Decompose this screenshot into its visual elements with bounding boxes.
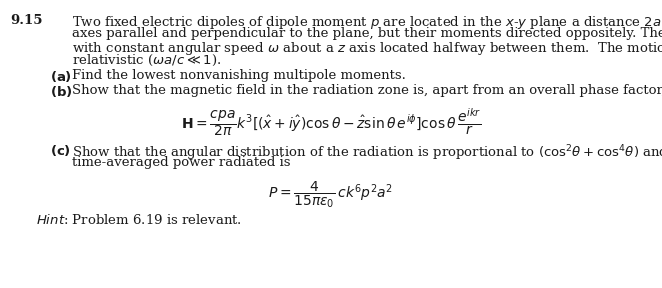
Text: $\mathbf{(a)}$: $\mathbf{(a)}$: [50, 69, 72, 84]
Text: $\mathbf{H} = \dfrac{cpa}{2\pi}k^3[(\hat{x}+i\hat{y})\cos\theta - \hat{z}\sin\th: $\mathbf{H} = \dfrac{cpa}{2\pi}k^3[(\hat…: [181, 107, 481, 139]
Text: axes parallel and perpendicular to the plane, but their moments directed opposit: axes parallel and perpendicular to the p…: [72, 27, 662, 40]
Text: 9.15: 9.15: [10, 14, 42, 27]
Text: time-averaged power radiated is: time-averaged power radiated is: [72, 156, 291, 169]
Text: Find the lowest nonvanishing multipole moments.: Find the lowest nonvanishing multipole m…: [72, 69, 406, 82]
Text: relativistic ($\omega a/c \ll 1$).: relativistic ($\omega a/c \ll 1$).: [72, 53, 221, 68]
Text: $P = \dfrac{4}{15\pi\epsilon_0}\,ck^6 p^2 a^2$: $P = \dfrac{4}{15\pi\epsilon_0}\,ck^6 p^…: [268, 179, 394, 210]
Text: Show that the angular distribution of the radiation is proportional to $(\cos^2\: Show that the angular distribution of th…: [72, 143, 662, 163]
Text: Two fixed electric dipoles of dipole moment $p$ are located in the $x$-$y$ plane: Two fixed electric dipoles of dipole mom…: [72, 14, 662, 31]
Text: $\mathit{Hint}$: Problem 6.19 is relevant.: $\mathit{Hint}$: Problem 6.19 is relevan…: [36, 213, 242, 227]
Text: with constant angular speed $\omega$ about a $z$ axis located halfway between th: with constant angular speed $\omega$ abo…: [72, 40, 662, 57]
Text: $\mathbf{(b)}$: $\mathbf{(b)}$: [50, 84, 73, 99]
Text: $\mathbf{(c)}$: $\mathbf{(c)}$: [50, 143, 71, 158]
Text: Show that the magnetic field in the radiation zone is, apart from an overall pha: Show that the magnetic field in the radi…: [72, 84, 662, 97]
